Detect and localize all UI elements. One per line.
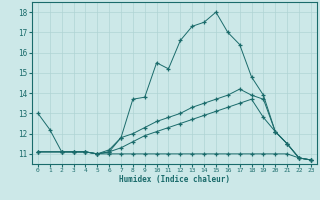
X-axis label: Humidex (Indice chaleur): Humidex (Indice chaleur) bbox=[119, 175, 230, 184]
